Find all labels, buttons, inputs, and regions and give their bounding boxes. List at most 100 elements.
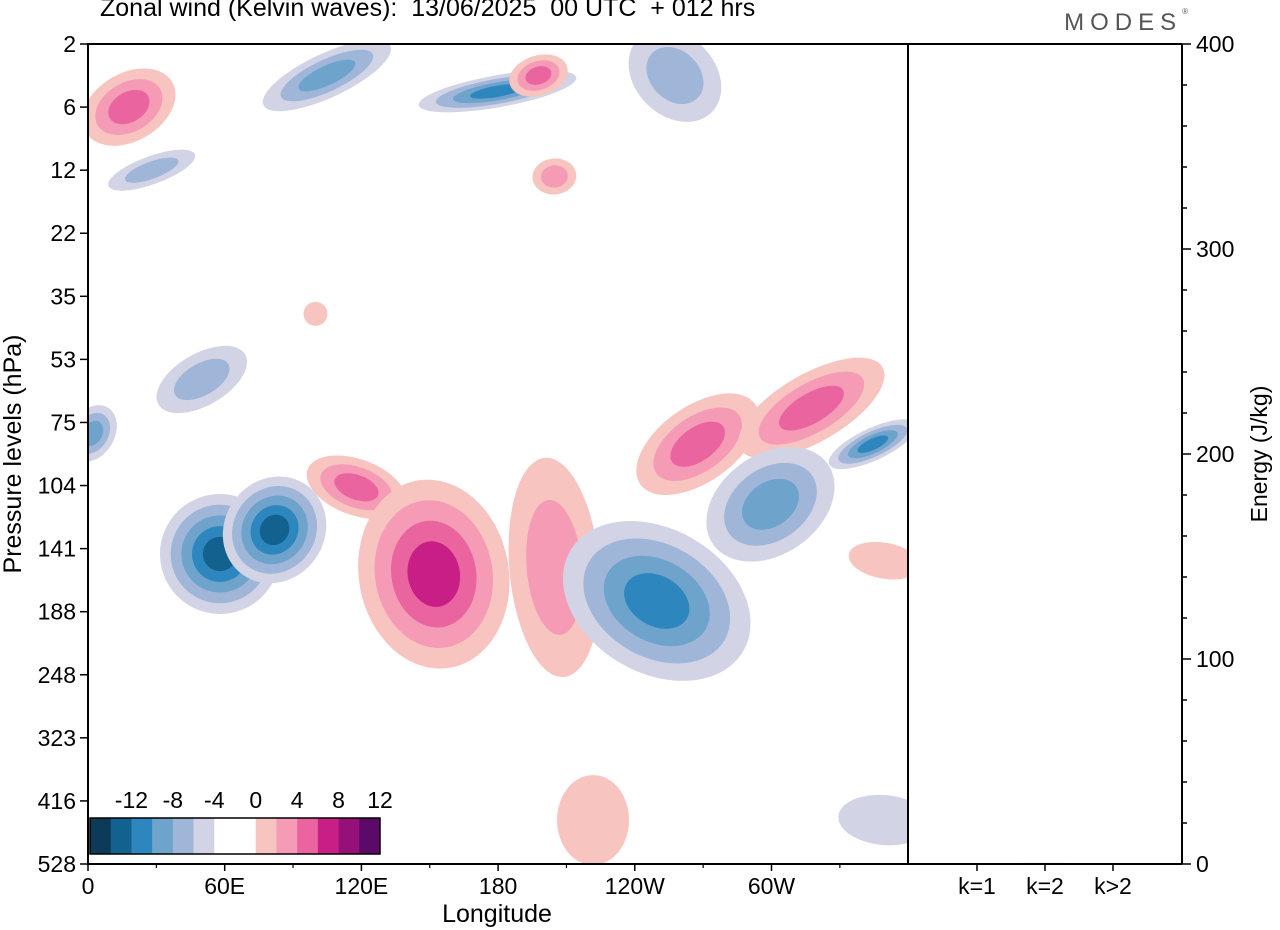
anomaly-westerly-17 [738,357,885,459]
westerly-contour-1 [557,775,630,864]
y-tick-label: 75 [50,409,76,435]
anomaly-easterly-23 [838,794,908,846]
anomaly-easterly-12 [222,476,327,584]
easterly-contour-2 [173,358,230,401]
colorbar-swatch [131,818,153,854]
wind-field [88,44,908,864]
easterly-contour-3 [742,478,799,530]
colorbar-frame [89,817,381,855]
chart-title: Zonal wind (Kelvin waves): 13/06/2025 00… [100,0,756,22]
energy-category-label: k=1 [958,873,996,899]
anomaly-easterly-20 [562,521,751,681]
colorbar-swatch [235,818,257,854]
y-tick-label: 248 [38,662,76,688]
y-tick-label: 2 [63,31,76,57]
easterly-contour-4 [624,573,690,629]
anomaly-easterly-7 [628,44,722,122]
colorbar-label: -12 [115,787,148,813]
y-tick-label: 104 [38,473,77,499]
anomaly-westerly-8 [303,301,328,326]
colorbar-swatch [193,818,215,854]
energy-category-label: k=2 [1026,873,1064,899]
anomaly-easterly-19 [706,446,835,562]
y-tick-label: 53 [50,346,76,372]
anomaly-westerly-14 [358,479,510,669]
energy-y-tick-label: 300 [1196,236,1234,262]
brand-name: MODES [1064,9,1183,36]
y-tick-label: 323 [38,725,76,751]
westerly-contour-3 [108,89,150,125]
y-axis-label: Pressure levels (hPa) [0,335,27,574]
x-tick-label: 120E [335,873,389,899]
colorbar-label: -4 [204,787,225,813]
anomaly-westerly-16 [636,393,760,496]
energy-y-tick-label: 100 [1196,646,1234,672]
energy-y-tick-label: 400 [1196,31,1234,57]
x-tick-label: 180 [479,873,517,899]
y-tick-label: 6 [63,94,76,120]
y-tick-label: 35 [50,283,76,309]
westerly-contour-2 [540,165,568,188]
easterly-contour-2 [646,46,704,105]
anomaly-easterly-9 [156,345,247,414]
y-tick-label: 22 [50,220,76,246]
westerly-contour-3 [334,473,379,502]
brand-logo: MODES® [1064,7,1188,37]
colorbar-swatch [359,818,381,854]
anomaly-easterly-10 [88,405,117,462]
colorbar-swatch [297,818,319,854]
energy-panel: 0 100 200 300 400 Energy (J/kg) k=1 k=2 k>2 [908,31,1272,899]
colorbar-swatch [90,818,112,854]
energy-category-label: k>2 [1094,873,1132,899]
anomaly-westerly-5 [509,54,568,97]
energy-y-tick-label: 200 [1196,441,1234,467]
colorbar: -12 -8 -4 0 4 8 12 [87,782,393,856]
colorbar-label: 12 [367,787,393,813]
energy-bar [1023,862,1067,865]
x-tick-label: 60E [204,873,245,899]
anomaly-easterly-18 [828,419,908,470]
y-tick-label: 416 [38,788,76,814]
y-tick-label: 188 [38,599,76,625]
anomaly-easterly-3 [262,44,391,112]
colorbar-label: 8 [332,787,345,813]
y-tick-label: 12 [50,157,76,183]
registered-mark: ® [1182,7,1188,16]
y-tick-label: 141 [38,536,76,562]
colorbar-swatch [338,818,360,854]
anomaly-westerly-22 [557,775,630,864]
westerly-contour-4 [407,541,461,607]
easterly-contour-3 [298,59,356,92]
easterly-contour-1 [838,794,908,846]
energy-y-axis-label: Energy (J/kg) [1246,386,1272,523]
westerly-contour-3 [779,385,844,431]
easterly-contour-2 [124,157,179,183]
westerly-contour-3 [525,66,552,85]
anomaly-westerly-21 [848,541,908,580]
y-tick-label: 528 [38,851,76,877]
x-tick-label: 60W [748,873,796,899]
colorbar-swatch [276,818,298,854]
colorbar-label: 0 [249,787,262,813]
x-tick-label: 0 [82,873,95,899]
x-axis-label: Longitude [442,900,552,928]
westerly-contour-3 [670,421,725,467]
easterly-contour-4 [857,435,889,453]
colorbar-swatch [317,818,339,854]
westerly-contour-1 [848,541,908,580]
easterly-contour-4 [470,83,525,99]
energy-y-tick-label: 0 [1196,851,1209,877]
x-tick-label: 120W [605,873,665,899]
anomaly-westerly-1 [88,68,176,146]
colorbar-label: 4 [291,787,304,813]
colorbar-swatch [214,818,236,854]
anomaly-easterly-2 [108,149,196,191]
anomaly-westerly-6 [532,158,577,195]
colorbar-label: -8 [163,787,183,813]
westerly-contour-1 [303,301,328,326]
colorbar-swatch [255,818,277,854]
colorbar-swatch [172,818,194,854]
